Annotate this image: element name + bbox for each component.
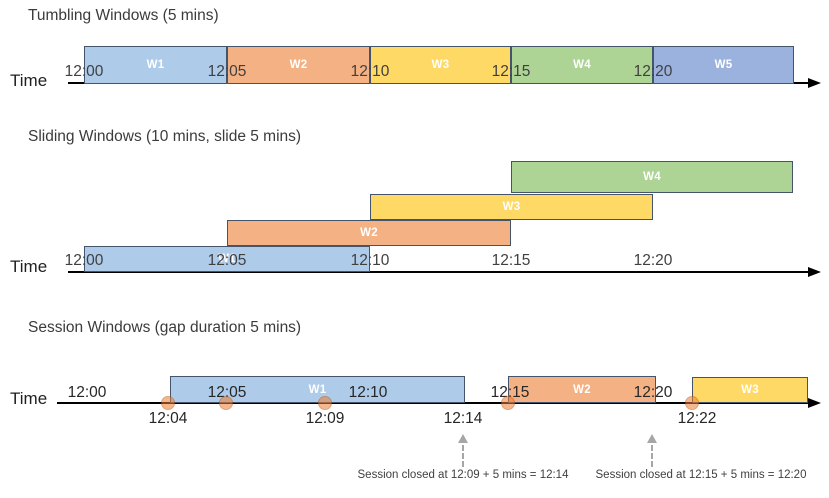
event-dot-icon [161, 396, 175, 410]
session-close-arrow-icon [458, 434, 468, 443]
tumbling-tick-1205: 12:05 [207, 63, 247, 80]
session-title: Session Windows (gap duration 5 mins) [28, 319, 302, 336]
sliding-tick-1215: 12:15 [491, 252, 531, 269]
event-time-1204: 12:04 [148, 410, 188, 427]
sliding-tick-1200: 12:00 [64, 252, 104, 269]
window-label: W3 [741, 384, 759, 396]
tumbling-window-w4: W4 [511, 46, 653, 84]
tumbling-window-w3: W3 [370, 46, 511, 84]
tumbling-title: Tumbling Windows (5 mins) [28, 7, 219, 24]
sliding-window-w3: W3 [370, 194, 653, 220]
sliding-tick-1220: 12:20 [633, 252, 673, 269]
sliding-tick-1210: 12:10 [350, 252, 390, 269]
session-close-annotation-2: Session closed at 12:15 + 5 mins = 12:20 [595, 469, 807, 481]
sliding-window-w2: W2 [227, 220, 511, 246]
tumbling-tick-1220: 12:20 [633, 63, 673, 80]
session-tick-1220: 12:20 [633, 384, 673, 401]
session-close-arrow-icon [647, 434, 657, 443]
window-label: W1 [308, 383, 327, 396]
sliding-tick-1205: 12:05 [207, 252, 247, 269]
session-axis-label: Time [10, 389, 48, 408]
sliding-window-w4: W4 [511, 161, 793, 193]
session-window-w3: W3 [692, 377, 808, 403]
window-label: W3 [502, 201, 521, 213]
event-time-1209: 12:09 [305, 410, 345, 427]
sliding-window-w1: W1 [84, 246, 370, 272]
session-close-arrow-stem [651, 445, 653, 467]
sliding-title: Sliding Windows (10 mins, slide 5 mins) [28, 128, 302, 145]
tumbling-window-w1: W1 [84, 46, 227, 84]
event-time-1214: 12:14 [443, 410, 483, 427]
event-dot-icon [318, 396, 332, 410]
window-label: W3 [431, 59, 450, 71]
session-close-annotation-1: Session closed at 12:09 + 5 mins = 12:14 [357, 469, 569, 481]
event-dot-icon [219, 396, 233, 410]
session-close-arrow-stem [462, 445, 464, 467]
window-label: W2 [573, 383, 591, 396]
session-window-w2: W2 [508, 376, 656, 403]
session-tick-1205: 12:05 [207, 384, 247, 401]
session-tick-1200: 12:00 [67, 384, 107, 401]
event-time-1222: 12:22 [677, 410, 717, 427]
tumbling-tick-1210: 12:10 [350, 63, 390, 80]
tumbling-timeline-arrow-icon [808, 78, 821, 88]
sliding-axis-label: Time [10, 257, 48, 276]
event-dot-icon [685, 396, 699, 410]
window-label: W1 [218, 253, 236, 265]
tumbling-window-w5: W5 [653, 46, 794, 84]
tumbling-axis-label: Time [10, 71, 48, 90]
window-label: W2 [360, 227, 378, 239]
window-label: W5 [714, 59, 733, 71]
tumbling-tick-1200: 12:00 [64, 63, 104, 80]
tumbling-window-w2: W2 [227, 46, 370, 84]
session-timeline-arrow-icon [808, 398, 821, 408]
window-label: W4 [643, 171, 661, 183]
sliding-timeline-arrow-icon [808, 267, 821, 277]
sliding-timeline [68, 271, 809, 273]
window-label: W2 [289, 59, 308, 71]
window-label: W4 [573, 59, 591, 71]
session-timeline [57, 402, 809, 404]
session-tick-1215: 12:15 [490, 384, 530, 401]
session-tick-1210: 12:10 [348, 384, 388, 401]
event-dot-icon [501, 396, 515, 410]
window-label: W1 [146, 59, 165, 71]
tumbling-tick-1215: 12:15 [491, 63, 531, 80]
